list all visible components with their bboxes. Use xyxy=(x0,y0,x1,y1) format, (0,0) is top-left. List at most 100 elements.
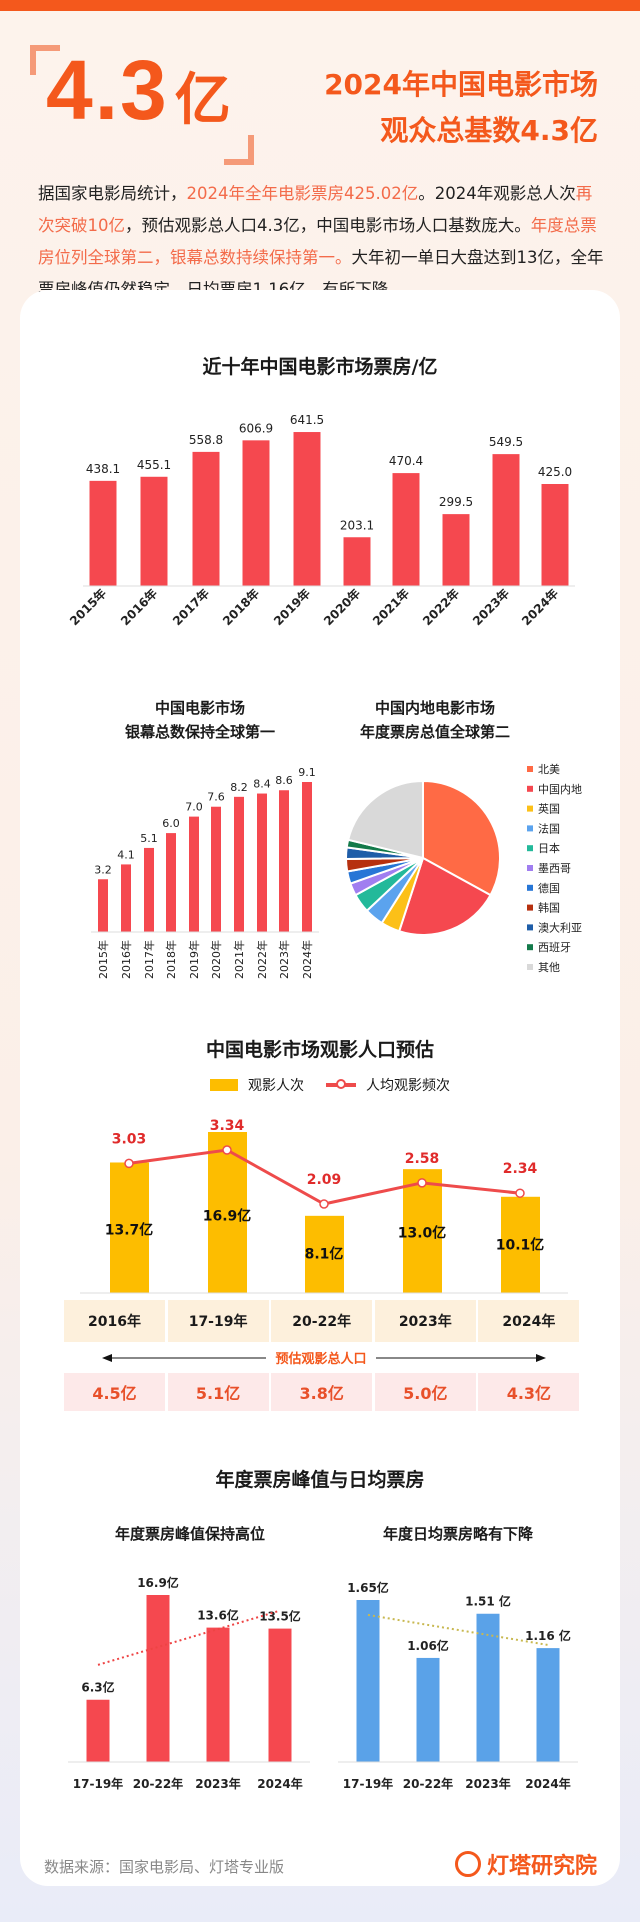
chart-title-screens: 中国电影市场 银幕总数保持全球第一 xyxy=(80,696,320,744)
axis-tick-label: 2016年 xyxy=(119,940,133,979)
body-text: 据国家电影局统计， xyxy=(38,184,187,203)
data-label: 3.2 xyxy=(94,863,112,876)
data-label: 13.6亿 xyxy=(197,1608,239,1623)
bar xyxy=(416,1657,440,1762)
bar-label: 13.0亿 xyxy=(398,1224,447,1241)
pie-slice xyxy=(346,779,424,860)
highlight-text: 年度总票房位列全球第二，银幕总数持续保持第一。 xyxy=(38,216,597,267)
data-label: 549.5 xyxy=(489,435,523,449)
data-label: 641.5 xyxy=(290,413,324,427)
logo-text: 灯塔研究院 xyxy=(487,1854,598,1879)
axis-tick-label: 2019年 xyxy=(270,586,313,629)
legend-swatch xyxy=(527,845,533,852)
data-label: 7.0 xyxy=(185,801,203,814)
axis-tick-label: 2018年 xyxy=(219,586,262,629)
data-label: 1.06亿 xyxy=(407,1638,449,1653)
big-unit: 亿 xyxy=(174,68,233,131)
legend-label: 英国 xyxy=(538,802,560,816)
bar xyxy=(166,833,176,932)
legend-label: 德国 xyxy=(538,881,560,895)
data-label: 8.2 xyxy=(230,781,248,794)
arrow-right-icon xyxy=(536,1354,546,1362)
bar xyxy=(492,454,520,586)
bar xyxy=(146,1595,170,1762)
year-cell: 20-22年 xyxy=(271,1300,373,1342)
axis-tick-label: 20-22年 xyxy=(133,1776,183,1791)
trend-line xyxy=(367,1613,549,1646)
legend-swatch xyxy=(527,805,533,812)
data-label: 8.6 xyxy=(275,774,293,787)
legend-swatch-line xyxy=(326,1079,356,1089)
bar xyxy=(110,1162,149,1293)
axis-tick-label: 2023年 xyxy=(469,586,512,629)
legend-swatch xyxy=(527,964,533,970)
population-cell: 3.8亿 xyxy=(271,1373,373,1411)
axis-tick-label: 2018年 xyxy=(164,940,178,979)
bar xyxy=(234,796,244,932)
legend-label: 日本 xyxy=(538,841,560,855)
data-source: 数据来源：国家电影局、灯塔专业版 xyxy=(44,1858,285,1876)
bar xyxy=(89,480,117,586)
highlight-text: 再次突破10亿 xyxy=(38,184,593,235)
population-cell: 5.1亿 xyxy=(167,1373,269,1411)
bracket-decoration xyxy=(224,135,254,165)
bar xyxy=(257,793,267,932)
axis-tick-label: 2015年 xyxy=(66,586,109,629)
bar xyxy=(242,440,270,586)
legend-label: 墨西哥 xyxy=(538,862,571,875)
data-label: 7.6 xyxy=(207,791,225,804)
data-label: 455.1 xyxy=(137,458,171,472)
year-cell: 17-19年 xyxy=(167,1300,269,1342)
chart-legend: 观影人次 人均观影频次 xyxy=(210,1075,450,1095)
data-label: 203.1 xyxy=(340,518,374,532)
data-label: 4.1 xyxy=(117,848,135,861)
axis-tick-label: 2021年 xyxy=(369,586,412,629)
bar xyxy=(211,806,221,932)
legend-label: 韩国 xyxy=(538,901,560,915)
legend-swatch xyxy=(527,785,533,792)
highlight-text: 2024年全年电影票房425.02亿 xyxy=(186,184,419,203)
line-label: 3.34 xyxy=(210,1118,245,1134)
bar xyxy=(392,473,420,586)
legend-label: 中国内地 xyxy=(538,782,582,796)
bar xyxy=(192,451,220,586)
chart-title-peak: 年度票房峰值保持高位 xyxy=(114,1525,265,1543)
data-label: 438.1 xyxy=(86,462,120,476)
bar xyxy=(140,476,168,586)
chart-title-global: 中国内地电影市场 年度票房总值全球第二 xyxy=(315,696,555,744)
chart-title-audience: 中国电影市场观影人口预估 xyxy=(205,1039,434,1061)
bar xyxy=(293,432,321,586)
line-point xyxy=(515,1188,525,1198)
chart-title-boxoffice: 近十年中国电影市场票房/亿 xyxy=(202,356,438,378)
bar-label: 8.1亿 xyxy=(305,1245,344,1262)
title-line-1: 2024年中国电影市场 xyxy=(324,68,598,101)
lighthouse-icon xyxy=(455,1851,481,1877)
population-label: 预估观影总人口 xyxy=(275,1351,366,1367)
axis-tick-label: 2024年 xyxy=(257,1776,302,1791)
pie-slice xyxy=(422,779,501,897)
bracket-decoration xyxy=(30,45,60,75)
data-label: 8.4 xyxy=(253,778,271,791)
line-point xyxy=(319,1199,329,1209)
axis-tick-label: 2023年 xyxy=(277,940,291,979)
population-cell: 4.3亿 xyxy=(478,1373,580,1411)
axis-tick-label: 2024年 xyxy=(525,1776,570,1791)
line-label: 2.58 xyxy=(405,1151,440,1167)
year-cell: 2016年 xyxy=(64,1300,165,1342)
population-cell: 4.5亿 xyxy=(64,1373,165,1411)
bar xyxy=(279,790,289,932)
body-text: ，预估观影总人口4.3亿，中国电影市场人口基数庞大。 xyxy=(125,216,531,235)
bar-label: 16.9亿 xyxy=(203,1208,252,1225)
bar xyxy=(403,1169,442,1293)
bar xyxy=(206,1627,230,1762)
data-label: 1.16 亿 xyxy=(525,1628,571,1643)
data-label: 5.1 xyxy=(140,832,158,845)
legend-label: 北美 xyxy=(538,763,560,776)
axis-tick-label: 2017年 xyxy=(142,940,156,979)
population-cell: 5.0亿 xyxy=(374,1373,476,1411)
bar-label: 13.7亿 xyxy=(105,1221,154,1238)
body-text: 。2024年观影总人次 xyxy=(418,184,576,203)
data-label: 6.0 xyxy=(162,817,180,830)
data-label: 9.1 xyxy=(298,766,316,779)
page-title: 2024年中国电影市场 观众总基数4.3亿 xyxy=(324,62,598,154)
